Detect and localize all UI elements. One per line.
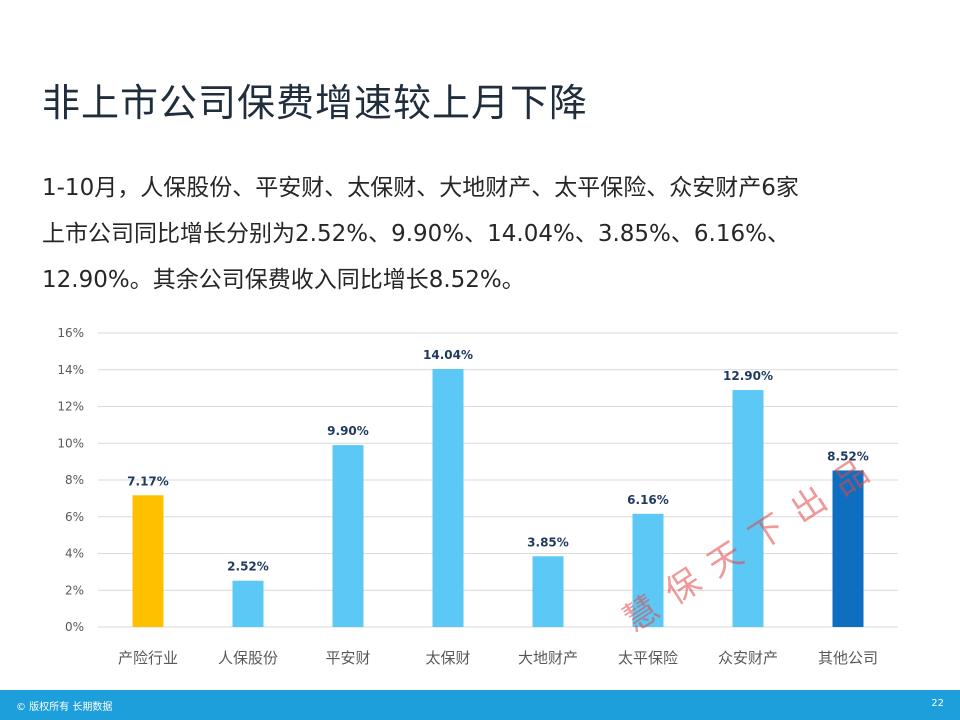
bar: [532, 556, 564, 627]
summary-line: 1-10月，人保股份、平安财、太保财、大地财产、太平保险、众安财产6家: [42, 175, 799, 201]
y-tick-label: 0%: [65, 620, 84, 634]
x-category-label: 产险行业: [118, 649, 178, 667]
summary-paragraph: 1-10月，人保股份、平安财、太保财、大地财产、太平保险、众安财产6家 上市公司…: [42, 165, 922, 303]
slide-title: 非上市公司保费增速较上月下降: [42, 81, 589, 125]
data-label: 6.16%: [627, 493, 669, 507]
x-category-label: 太保财: [425, 649, 470, 667]
y-tick-label: 2%: [65, 583, 84, 597]
data-label: 9.90%: [327, 424, 369, 438]
bar: [132, 495, 164, 627]
x-category-label: 大地财产: [518, 649, 578, 667]
x-category-label: 人保股份: [218, 649, 278, 667]
bar: [732, 389, 764, 627]
y-tick-label: 16%: [57, 326, 84, 340]
copyright-text: © 版权所有 长期数据: [16, 702, 113, 713]
bar: [832, 470, 864, 627]
bar: [232, 580, 264, 627]
x-category-label: 其他公司: [818, 649, 878, 667]
data-label: 7.17%: [127, 474, 169, 488]
y-tick-label: 12%: [57, 400, 84, 414]
y-tick-label: 8%: [65, 473, 84, 487]
bar: [432, 369, 464, 627]
bar: [332, 445, 364, 627]
summary-line: 12.90%。其余公司保费收入同比增长8.52%。: [42, 267, 525, 293]
data-label: 12.90%: [723, 369, 773, 383]
footer-bar: © 版权所有 长期数据 22: [0, 690, 960, 720]
page-number: 22: [931, 698, 944, 709]
data-label: 3.85%: [527, 535, 569, 549]
data-label: 8.52%: [827, 449, 869, 463]
x-category-label: 众安财产: [718, 649, 778, 667]
bar: [632, 513, 664, 627]
data-label: 2.52%: [227, 560, 269, 574]
y-tick-label: 6%: [65, 510, 84, 524]
data-label: 14.04%: [423, 348, 473, 362]
y-tick-label: 10%: [57, 436, 84, 450]
x-category-label: 平安财: [325, 649, 370, 667]
summary-line: 上市公司同比增长分别为2.52%、9.90%、14.04%、3.85%、6.16…: [42, 221, 790, 247]
y-tick-label: 4%: [65, 547, 84, 561]
y-tick-label: 14%: [57, 363, 84, 377]
x-category-label: 太平保险: [618, 649, 678, 667]
